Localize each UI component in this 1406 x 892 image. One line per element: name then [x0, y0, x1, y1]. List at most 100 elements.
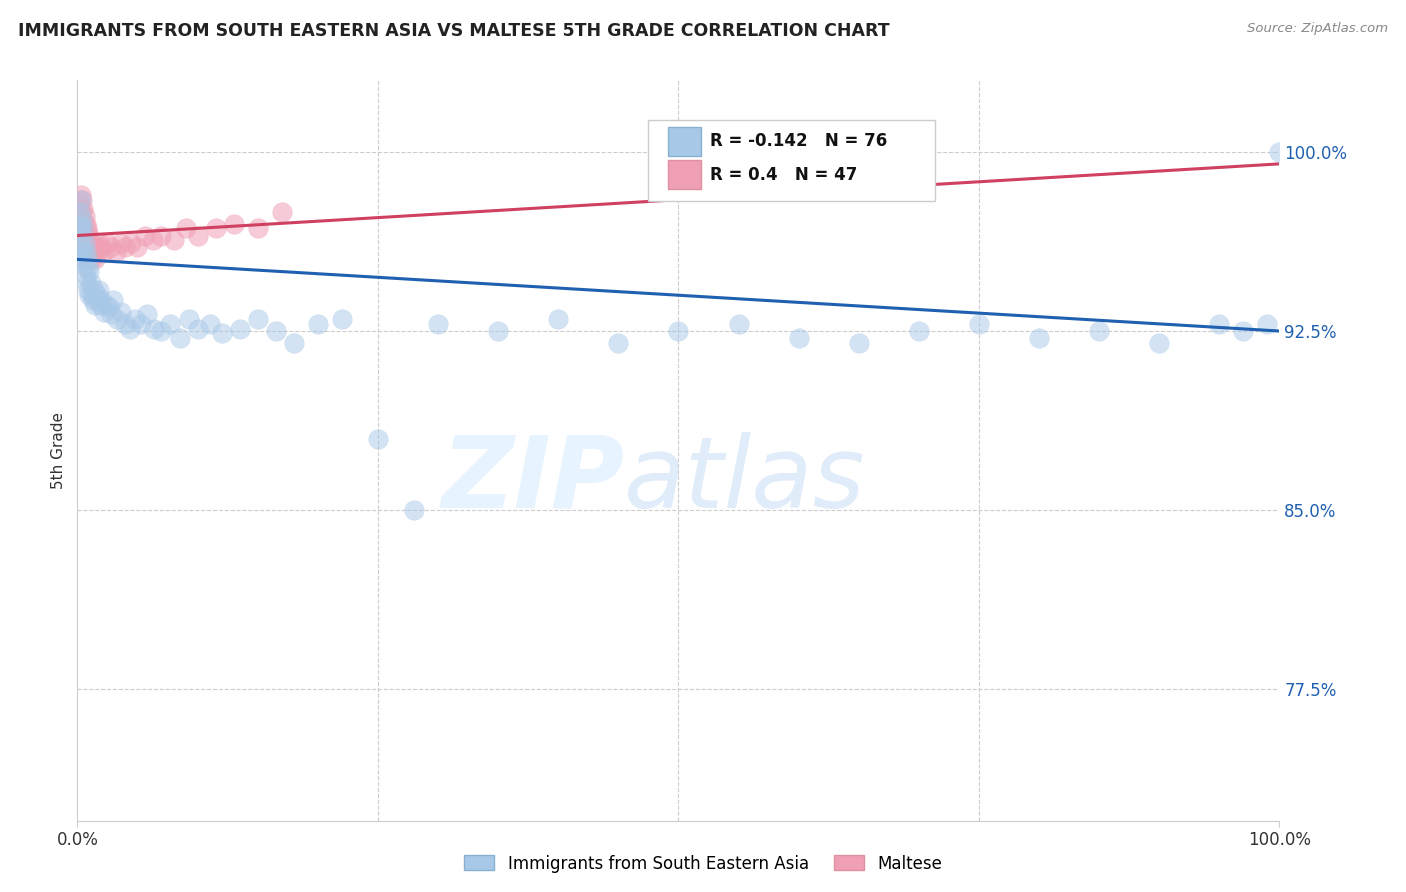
Point [105, 312, 128, 326]
Point [120, 235, 142, 250]
Point [547, 312, 569, 326]
Point [1268, 145, 1291, 159]
Point [908, 324, 931, 338]
Point [222, 217, 245, 231]
Point [84, 298, 107, 312]
Point [76, 221, 98, 235]
Text: Source: ZipAtlas.com: Source: ZipAtlas.com [1247, 22, 1388, 36]
Point [486, 324, 509, 338]
Point [72, 245, 94, 260]
Point [427, 317, 450, 331]
Point [787, 331, 810, 345]
Point [83, 284, 105, 298]
Point [70, 228, 93, 243]
Point [179, 312, 201, 326]
Text: IMMIGRANTS FROM SOUTH EASTERN ASIA VS MALTESE 5TH GRADE CORRELATION CHART: IMMIGRANTS FROM SOUTH EASTERN ASIA VS MA… [18, 22, 890, 40]
Point [283, 336, 305, 351]
Point [70, 252, 93, 267]
Point [246, 221, 269, 235]
Point [228, 321, 250, 335]
Point [162, 233, 184, 247]
Point [246, 312, 269, 326]
Text: ZIP: ZIP [441, 432, 624, 529]
Point [73, 235, 96, 250]
Point [307, 317, 329, 331]
Point [668, 324, 690, 338]
Point [198, 317, 221, 331]
Text: R = -0.142   N = 76: R = -0.142 N = 76 [710, 132, 887, 150]
Point [169, 331, 191, 345]
Point [79, 288, 101, 302]
Point [607, 336, 630, 351]
Point [270, 204, 292, 219]
Point [70, 240, 93, 254]
Point [76, 277, 98, 291]
Point [89, 298, 111, 312]
Point [124, 312, 146, 326]
Point [87, 284, 110, 298]
Point [100, 240, 122, 254]
Point [110, 305, 132, 319]
Point [77, 226, 100, 240]
Point [70, 217, 93, 231]
Point [367, 432, 389, 446]
Point [143, 321, 166, 335]
Point [73, 260, 96, 274]
Point [186, 228, 209, 243]
Point [70, 221, 93, 235]
FancyBboxPatch shape [668, 161, 702, 189]
Y-axis label: 5th Grade: 5th Grade [51, 412, 66, 489]
Point [80, 252, 103, 267]
Point [72, 221, 94, 235]
Point [100, 307, 122, 321]
FancyBboxPatch shape [668, 127, 702, 156]
Point [77, 260, 100, 274]
Point [69, 197, 91, 211]
Text: atlas: atlas [624, 432, 866, 529]
Point [103, 293, 125, 307]
Point [84, 252, 107, 267]
Point [77, 245, 100, 260]
Point [967, 317, 990, 331]
Point [848, 336, 870, 351]
Point [77, 284, 100, 298]
Point [136, 307, 159, 321]
Point [79, 231, 101, 245]
FancyBboxPatch shape [648, 120, 935, 201]
Point [127, 240, 149, 254]
Point [1028, 331, 1050, 345]
Point [82, 240, 104, 254]
Point [114, 317, 136, 331]
Point [75, 217, 97, 231]
Point [97, 300, 120, 314]
Point [110, 235, 132, 250]
Point [1256, 317, 1278, 331]
Point [727, 317, 749, 331]
Point [264, 324, 287, 338]
Point [87, 235, 110, 250]
Point [70, 193, 93, 207]
Text: R = 0.4   N = 47: R = 0.4 N = 47 [710, 166, 858, 184]
Point [150, 324, 173, 338]
Point [211, 326, 233, 341]
Point [129, 317, 152, 331]
Point [82, 293, 104, 307]
Point [134, 228, 156, 243]
Point [174, 221, 197, 235]
Point [79, 264, 101, 278]
Legend: Immigrants from South Eastern Asia, Maltese: Immigrants from South Eastern Asia, Malt… [457, 848, 949, 880]
Point [96, 235, 118, 250]
Point [186, 321, 209, 335]
Point [79, 245, 101, 260]
Point [86, 288, 108, 302]
Point [69, 217, 91, 231]
Point [73, 228, 96, 243]
Point [93, 305, 115, 319]
Point [80, 288, 103, 302]
Point [67, 252, 90, 267]
Point [73, 210, 96, 224]
Point [93, 245, 115, 260]
Point [67, 228, 90, 243]
Point [75, 269, 97, 284]
Point [72, 202, 94, 217]
